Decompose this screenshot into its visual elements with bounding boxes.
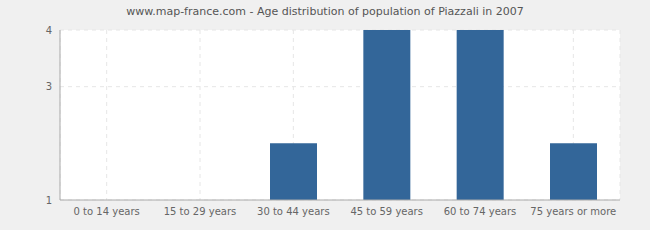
- svg-text:15 to 29 years: 15 to 29 years: [164, 206, 237, 217]
- svg-text:0 to 14 years: 0 to 14 years: [74, 206, 140, 217]
- svg-text:45 to 59 years: 45 to 59 years: [350, 206, 423, 217]
- svg-text:60 to 74 years: 60 to 74 years: [444, 206, 517, 217]
- html-text:www.map-france.com - Age distr: www.map-france.com - Age distribution of…: [126, 5, 524, 18]
- svg-text:1: 1: [46, 195, 52, 206]
- svg-text:30 to 44 years: 30 to 44 years: [257, 206, 330, 217]
- svg-text:4: 4: [46, 25, 52, 36]
- svg-text:75 years or more: 75 years or more: [530, 206, 616, 217]
- svg-text:3: 3: [46, 81, 52, 92]
